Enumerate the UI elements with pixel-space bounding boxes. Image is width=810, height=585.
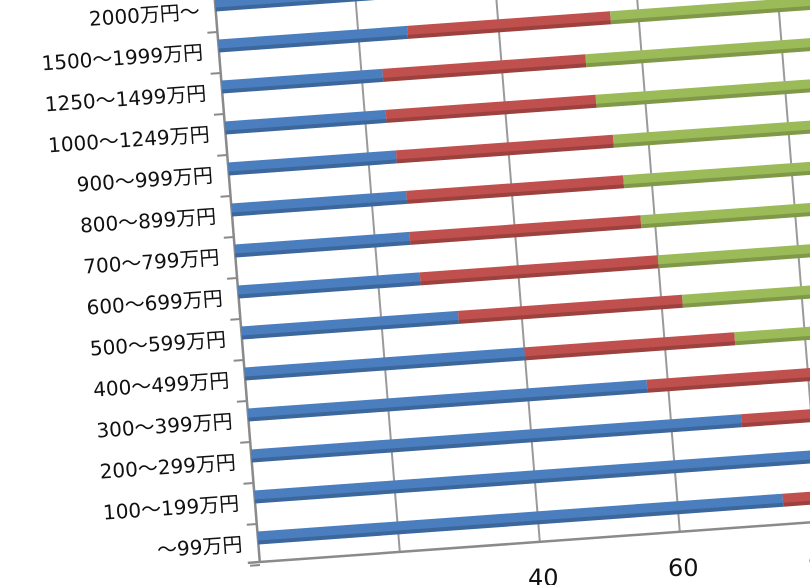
category-label: 100～199万円	[102, 491, 240, 524]
category-label: 1000～1249万円	[47, 122, 210, 157]
category-label: 400～499万円	[92, 368, 230, 401]
bar-segment-series-2	[782, 487, 810, 507]
bar-segment-series-2	[419, 255, 659, 286]
y-axis-tick	[249, 564, 261, 567]
x-axis-line	[247, 505, 810, 565]
x-tick-label: 60	[668, 554, 699, 582]
plot-area	[207, 0, 810, 567]
y-axis-tick	[233, 359, 244, 362]
bar-segment-series-1	[231, 190, 408, 217]
y-axis-tick	[223, 236, 234, 239]
gridline	[631, 0, 681, 532]
bar-segment-series-1	[214, 0, 412, 12]
x-tick-label: 80	[808, 544, 810, 572]
x-tick-label: 40	[528, 564, 559, 585]
category-label: 700～799万円	[83, 245, 221, 278]
bar-segment-series-1	[234, 231, 411, 258]
y-axis-tick	[246, 523, 257, 526]
bar-segment-series-2	[457, 294, 684, 324]
category-labels: 2000万円～ 1500～1999万円 1250～1499万円 1000～1249万円…	[41, 0, 243, 562]
bar-segment-series-3	[640, 194, 810, 229]
bar-segment-series-3	[681, 276, 810, 308]
y-axis-tick	[220, 195, 231, 198]
category-label: 1500～1999万円	[41, 40, 204, 75]
bar-segment-series-1	[240, 310, 460, 340]
category-label: 2000万円～	[88, 0, 200, 31]
bar-segment-series-1	[250, 414, 742, 463]
bar-segment-series-2	[382, 54, 587, 82]
bar-segment-series-1	[218, 25, 409, 53]
y-axis-tick	[243, 482, 254, 485]
bar-segment-series-2	[385, 94, 597, 123]
y-axis-tick	[217, 154, 228, 157]
category-label: 800～899万円	[79, 204, 217, 237]
bar-segment-series-2	[409, 215, 642, 245]
bar-segment-series-2	[407, 11, 612, 39]
category-label: 900～999万円	[76, 163, 214, 196]
bar-segment-series-2	[524, 332, 736, 361]
category-label: 600～699万円	[86, 286, 224, 319]
bar-segment-series-1	[224, 109, 387, 135]
bar-segment-series-2	[395, 134, 614, 164]
bar-segment-series-3	[734, 317, 810, 346]
bar-segment-series-1	[257, 493, 784, 545]
bar-segment-series-3	[657, 235, 810, 269]
bar-segment-series-1	[254, 449, 810, 504]
bar-segment-series-1	[237, 272, 421, 299]
y-axis-tick	[240, 441, 251, 444]
gridline	[351, 0, 401, 552]
y-axis-line	[211, 0, 262, 563]
bar-segment-series-2	[740, 405, 810, 428]
bar-segment-series-2	[646, 366, 810, 393]
y-axis-tick	[230, 318, 241, 321]
bar-segment-series-3	[623, 153, 810, 189]
bar-segment-series-1	[221, 68, 384, 94]
y-axis-tick	[236, 400, 248, 403]
category-label: 300～399万円	[96, 409, 234, 442]
bar-segment-series-3	[610, 0, 810, 25]
category-label: 200～299万円	[99, 450, 237, 483]
y-axis-tick	[227, 277, 238, 280]
y-axis-tick	[210, 72, 221, 75]
bar-segment-series-3	[585, 30, 810, 68]
gridline	[771, 0, 810, 522]
bar-segment-series-1	[244, 347, 526, 381]
bar-segment-series-3	[595, 71, 810, 108]
y-axis-tick	[213, 113, 225, 116]
category-label: 1250～1499万円	[44, 81, 207, 116]
category-label: 500～599万円	[89, 327, 227, 360]
bar-segment-series-1	[247, 379, 648, 422]
bar-segment-series-3	[612, 112, 810, 148]
x-axis-tick-labels: 40 60 80	[528, 544, 810, 585]
gridline	[491, 0, 541, 542]
bar-segment-series-1	[227, 150, 397, 176]
category-label: ～99万円	[156, 532, 243, 562]
bar-segment-series-2	[406, 175, 625, 204]
y-axis-tick	[207, 31, 218, 34]
